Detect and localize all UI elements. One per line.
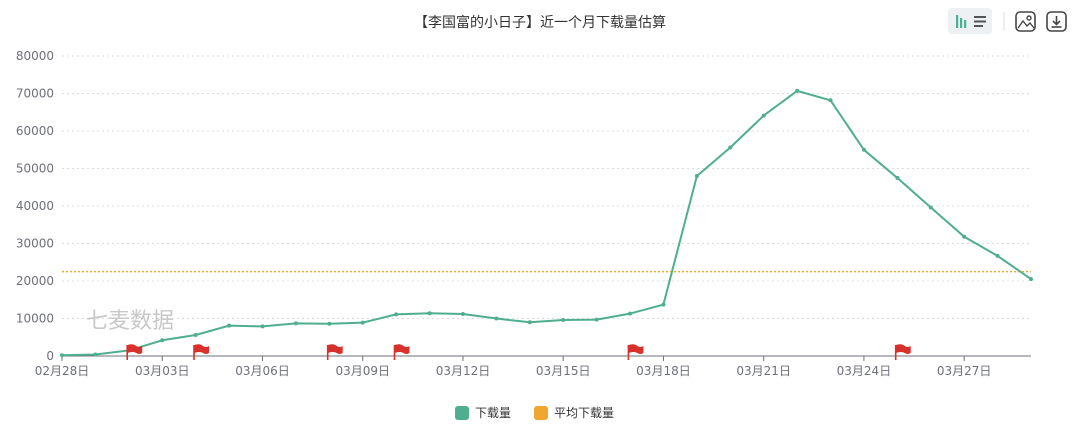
x-tick-label: 03月06日 <box>235 364 290 378</box>
data-point[interactable] <box>561 318 566 322</box>
data-point[interactable] <box>360 320 365 325</box>
data-point[interactable] <box>93 352 98 357</box>
data-point[interactable] <box>861 147 866 152</box>
data-point[interactable] <box>962 234 967 239</box>
data-point[interactable] <box>795 88 800 93</box>
data-point[interactable] <box>160 338 165 343</box>
data-point[interactable] <box>828 98 833 103</box>
chart-title: 【李国富的小日子】近一个月下载量估算 <box>414 14 666 31</box>
legend-swatch <box>455 406 469 420</box>
download-line <box>61 89 1032 357</box>
y-tick-label: 30000 <box>16 237 54 251</box>
watermark-text: 七麦数据 <box>86 309 174 334</box>
data-point[interactable] <box>995 253 1000 258</box>
data-point[interactable] <box>394 312 399 317</box>
data-point[interactable] <box>60 353 64 358</box>
data-point[interactable] <box>527 320 532 325</box>
bar-line-toggle-button[interactable] <box>948 8 992 34</box>
y-tick-label: 0 <box>46 349 54 363</box>
grid <box>62 55 1031 319</box>
x-tick-label: 03月03日 <box>135 364 190 378</box>
y-tick-label: 60000 <box>16 124 54 138</box>
y-axis: 0 10000 20000 30000 40000 50000 60000 70000 8000… <box>16 49 54 363</box>
save-image-button[interactable] <box>1014 10 1038 34</box>
event-flag-icon[interactable] <box>126 344 143 360</box>
data-point[interactable] <box>327 321 332 326</box>
event-flag-icon[interactable] <box>627 344 644 360</box>
event-flags <box>126 344 911 360</box>
event-flag-icon[interactable] <box>894 344 911 360</box>
y-tick-label: 50000 <box>16 162 54 176</box>
y-tick-label: 70000 <box>16 87 54 101</box>
x-tick-label: 02月28日 <box>35 364 90 378</box>
y-tick-label: 40000 <box>16 199 54 213</box>
event-flag-icon[interactable] <box>193 344 209 360</box>
x-tick-label: 03月21日 <box>736 364 791 378</box>
download-icon <box>1046 11 1067 32</box>
legend-label: 下载量 <box>475 406 511 420</box>
event-flag-icon[interactable] <box>393 344 410 360</box>
y-tick-label: 10000 <box>16 312 54 326</box>
x-axis: 02月28日 03月03日 03月06日 03月09日 03月12日 03月15日 03月1… <box>35 355 1031 378</box>
chart-toolbar <box>948 8 1069 34</box>
x-tick-label: 03月15日 <box>536 364 591 378</box>
bar-line-toggle-icon <box>956 15 986 28</box>
data-point[interactable] <box>728 145 733 150</box>
download-series <box>60 88 1033 358</box>
data-point[interactable] <box>628 311 633 316</box>
data-point[interactable] <box>427 311 432 316</box>
data-point[interactable] <box>928 205 933 210</box>
data-point[interactable] <box>694 174 699 178</box>
data-point[interactable] <box>260 324 265 329</box>
image-export-icon <box>1015 11 1036 32</box>
data-point[interactable] <box>1029 277 1033 282</box>
data-point[interactable] <box>761 113 766 118</box>
x-tick-label: 03月09日 <box>335 364 390 378</box>
data-point[interactable] <box>193 333 198 337</box>
data-point[interactable] <box>460 312 465 316</box>
event-flag-icon[interactable] <box>326 344 343 360</box>
data-point[interactable] <box>895 175 900 180</box>
x-tick-label: 03月18日 <box>636 364 691 378</box>
data-point[interactable] <box>661 302 666 307</box>
legend-item[interactable]: 下载量 <box>455 406 511 420</box>
y-tick-label: 20000 <box>16 274 54 288</box>
data-point[interactable] <box>594 317 599 322</box>
y-tick-label: 80000 <box>16 49 54 63</box>
legend-item[interactable]: 平均下载量 <box>534 406 614 420</box>
legend-swatch <box>534 406 548 420</box>
x-tick-label: 03月12日 <box>436 364 491 378</box>
legend: 下载量 平均下载量 <box>455 406 614 420</box>
data-point[interactable] <box>227 323 232 328</box>
x-tick-label: 03月27日 <box>937 364 992 378</box>
legend-label: 平均下载量 <box>554 406 614 420</box>
data-point[interactable] <box>494 316 499 321</box>
x-tick-label: 03月24日 <box>837 364 892 378</box>
data-point[interactable] <box>293 321 298 326</box>
download-button[interactable] <box>1045 10 1069 34</box>
